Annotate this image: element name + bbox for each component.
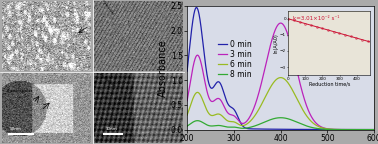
Text: 50nm: 50nm bbox=[9, 127, 21, 131]
Text: Ag nanoparticles: Ag nanoparticles bbox=[94, 0, 115, 15]
Text: Ag clusters: Ag clusters bbox=[98, 72, 116, 87]
Text: Ag nanoplates: Ag nanoplates bbox=[8, 89, 33, 93]
Y-axis label: Absorbance: Absorbance bbox=[158, 39, 168, 97]
Legend: 0 min, 3 min, 6 min, 8 min: 0 min, 3 min, 6 min, 8 min bbox=[215, 37, 254, 82]
Text: 10nm: 10nm bbox=[105, 127, 118, 131]
